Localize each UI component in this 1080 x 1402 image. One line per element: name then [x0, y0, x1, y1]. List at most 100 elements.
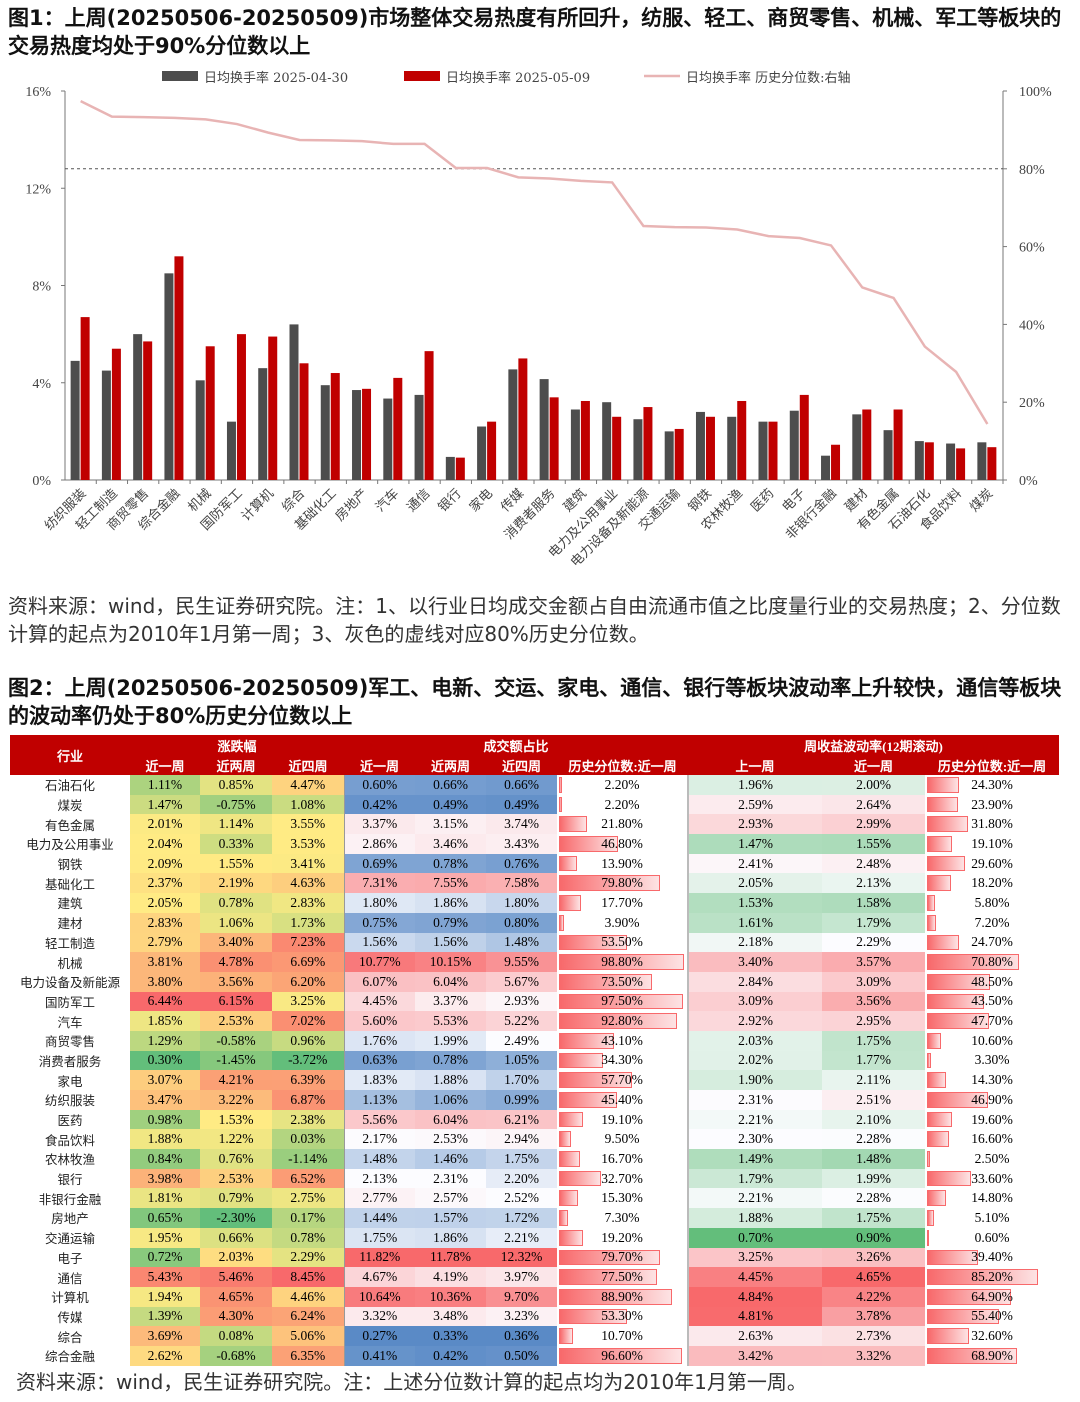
value-cell: 12.32%: [486, 1247, 557, 1268]
percentile-cell: 73.50%: [557, 972, 688, 992]
bar-2025-04-30: [789, 410, 799, 480]
percentile-bar: [559, 796, 562, 813]
value-cell: -3.72%: [272, 1050, 344, 1071]
table-row: 石油石化 1.11% 0.85% 4.47% 0.60% 0.66% 0.66% 2.20% 1…: [10, 775, 1059, 795]
value-cell: 1.46%: [415, 1149, 486, 1169]
percentile-bar: [559, 1111, 584, 1128]
percentile-cell: 79.80%: [557, 873, 688, 893]
value-cell: 3.32%: [343, 1306, 415, 1327]
bar-2025-05-09: [393, 377, 403, 480]
percentile-cell: 24.30%: [925, 775, 1059, 795]
value-cell: 2.00%: [822, 775, 925, 795]
percentile-bar: [927, 855, 966, 872]
table-row: 建材 2.83% 1.06% 1.73% 0.75% 0.79% 0.80% 3.90% 1.6…: [10, 912, 1059, 933]
value-cell: 5.60%: [343, 1011, 415, 1031]
percentile-bar: [559, 1151, 581, 1167]
value-cell: 0.36%: [486, 1326, 557, 1346]
value-cell: 4.46%: [272, 1286, 344, 1307]
percentile-cell: 79.70%: [557, 1248, 688, 1268]
percentile-value: 96.60%: [601, 1347, 643, 1363]
percentile-value: 17.70%: [601, 894, 643, 910]
industry-name: 通信: [57, 1270, 83, 1286]
percentile-bar: [927, 1269, 1038, 1285]
value-cell: 4.67%: [343, 1267, 415, 1287]
percentile-bar: [927, 1190, 947, 1207]
value-cell: 2.13%: [822, 873, 925, 894]
percentile-cell: 3.90%: [557, 913, 688, 933]
bar-2025-05-09: [956, 448, 966, 480]
percentile-cell: 16.60%: [925, 1129, 1059, 1149]
percentile-cell: 57.70%: [557, 1070, 688, 1090]
value-cell: 0.75%: [343, 912, 415, 933]
table-row: 轻工制造 2.79% 3.40% 7.23% 1.56% 1.56% 1.48% 53.50%…: [10, 932, 1059, 953]
percentile-bar: [927, 796, 959, 813]
bar-2025-05-09: [580, 400, 590, 480]
percentile-bar: [927, 1308, 1000, 1325]
column-header: 近四周: [272, 755, 344, 775]
value-cell: 11.82%: [343, 1247, 415, 1268]
turnover-chart: 0%4%8%12%16%0%20%40%60%80%100%纺织服装轻工制造商贸…: [25, 70, 1052, 570]
industry-name: 电力及公用事业: [26, 837, 114, 853]
industry-name: 商贸零售: [44, 1034, 95, 1050]
percentile-cell: 98.80%: [557, 952, 688, 972]
bar-2025-05-09: [362, 388, 372, 480]
bar-2025-04-30: [946, 443, 956, 480]
value-cell: 3.57%: [822, 952, 925, 972]
percentile-bar: [927, 836, 952, 852]
value-cell: 1.14%: [200, 814, 272, 835]
value-cell: 3.40%: [687, 952, 822, 972]
value-cell: 1.55%: [200, 853, 272, 874]
value-cell: 5.56%: [343, 1109, 415, 1130]
value-cell: 0.49%: [486, 794, 557, 815]
value-cell: 6.52%: [272, 1168, 344, 1189]
value-cell: 2.31%: [415, 1168, 486, 1189]
value-cell: 1.83%: [343, 1070, 415, 1090]
value-cell: 2.29%: [822, 932, 925, 953]
percentile-value: 33.60%: [971, 1170, 1013, 1186]
bar-2025-04-30: [101, 370, 111, 480]
value-cell: 10.64%: [343, 1286, 415, 1307]
value-cell: 0.49%: [415, 794, 486, 815]
value-cell: 0.78%: [415, 853, 486, 874]
percentile-value: 68.90%: [971, 1347, 1013, 1363]
industry-name: 煤炭: [57, 798, 83, 814]
percentile-bar: [927, 1131, 949, 1148]
value-cell: 1.53%: [200, 1109, 272, 1130]
value-cell: 3.78%: [822, 1306, 925, 1327]
percentile-value: 0.60%: [974, 1229, 1010, 1245]
percentile-value: 7.30%: [604, 1209, 640, 1225]
bar-2025-05-09: [893, 409, 903, 480]
value-cell: 2.21%: [687, 1109, 822, 1130]
percentile-bar: [927, 875, 951, 892]
value-cell: 1.48%: [822, 1149, 925, 1169]
percentile-cell: 55.40%: [925, 1307, 1059, 1327]
percentile-bar: [927, 895, 935, 911]
y2-tick-label: 80%: [1019, 163, 1045, 178]
value-cell: 1.86%: [415, 893, 486, 913]
percentile-cell: 64.90%: [925, 1287, 1059, 1307]
bar-2025-05-09: [705, 416, 715, 480]
bar-2025-05-09: [455, 457, 465, 480]
value-cell: 6.44%: [130, 991, 200, 1012]
industry-name: 交通运输: [44, 1231, 95, 1247]
percentile-value: 53.30%: [601, 1308, 643, 1324]
percentile-value: 14.80%: [971, 1190, 1013, 1206]
percentile-cell: 10.70%: [557, 1326, 688, 1346]
value-cell: 2.48%: [822, 853, 925, 874]
percentile-cell: 9.50%: [557, 1129, 688, 1149]
value-cell: 6.04%: [415, 971, 486, 992]
value-cell: 0.99%: [486, 1090, 557, 1110]
value-cell: 7.58%: [486, 873, 557, 894]
bar-2025-04-30: [383, 398, 393, 480]
percentile-bar: [559, 777, 562, 793]
percentile-cell: 21.80%: [557, 814, 688, 834]
percentile-cell: 7.30%: [557, 1208, 688, 1228]
value-cell: 2.03%: [687, 1030, 822, 1051]
value-cell: 3.23%: [486, 1306, 557, 1327]
percentile-bar: [927, 1111, 953, 1128]
bar-2025-04-30: [320, 385, 330, 480]
value-cell: 1.11%: [130, 775, 200, 795]
percentile-cell: 70.80%: [925, 952, 1059, 972]
value-cell: 4.84%: [687, 1286, 822, 1307]
value-cell: 0.08%: [200, 1326, 272, 1346]
